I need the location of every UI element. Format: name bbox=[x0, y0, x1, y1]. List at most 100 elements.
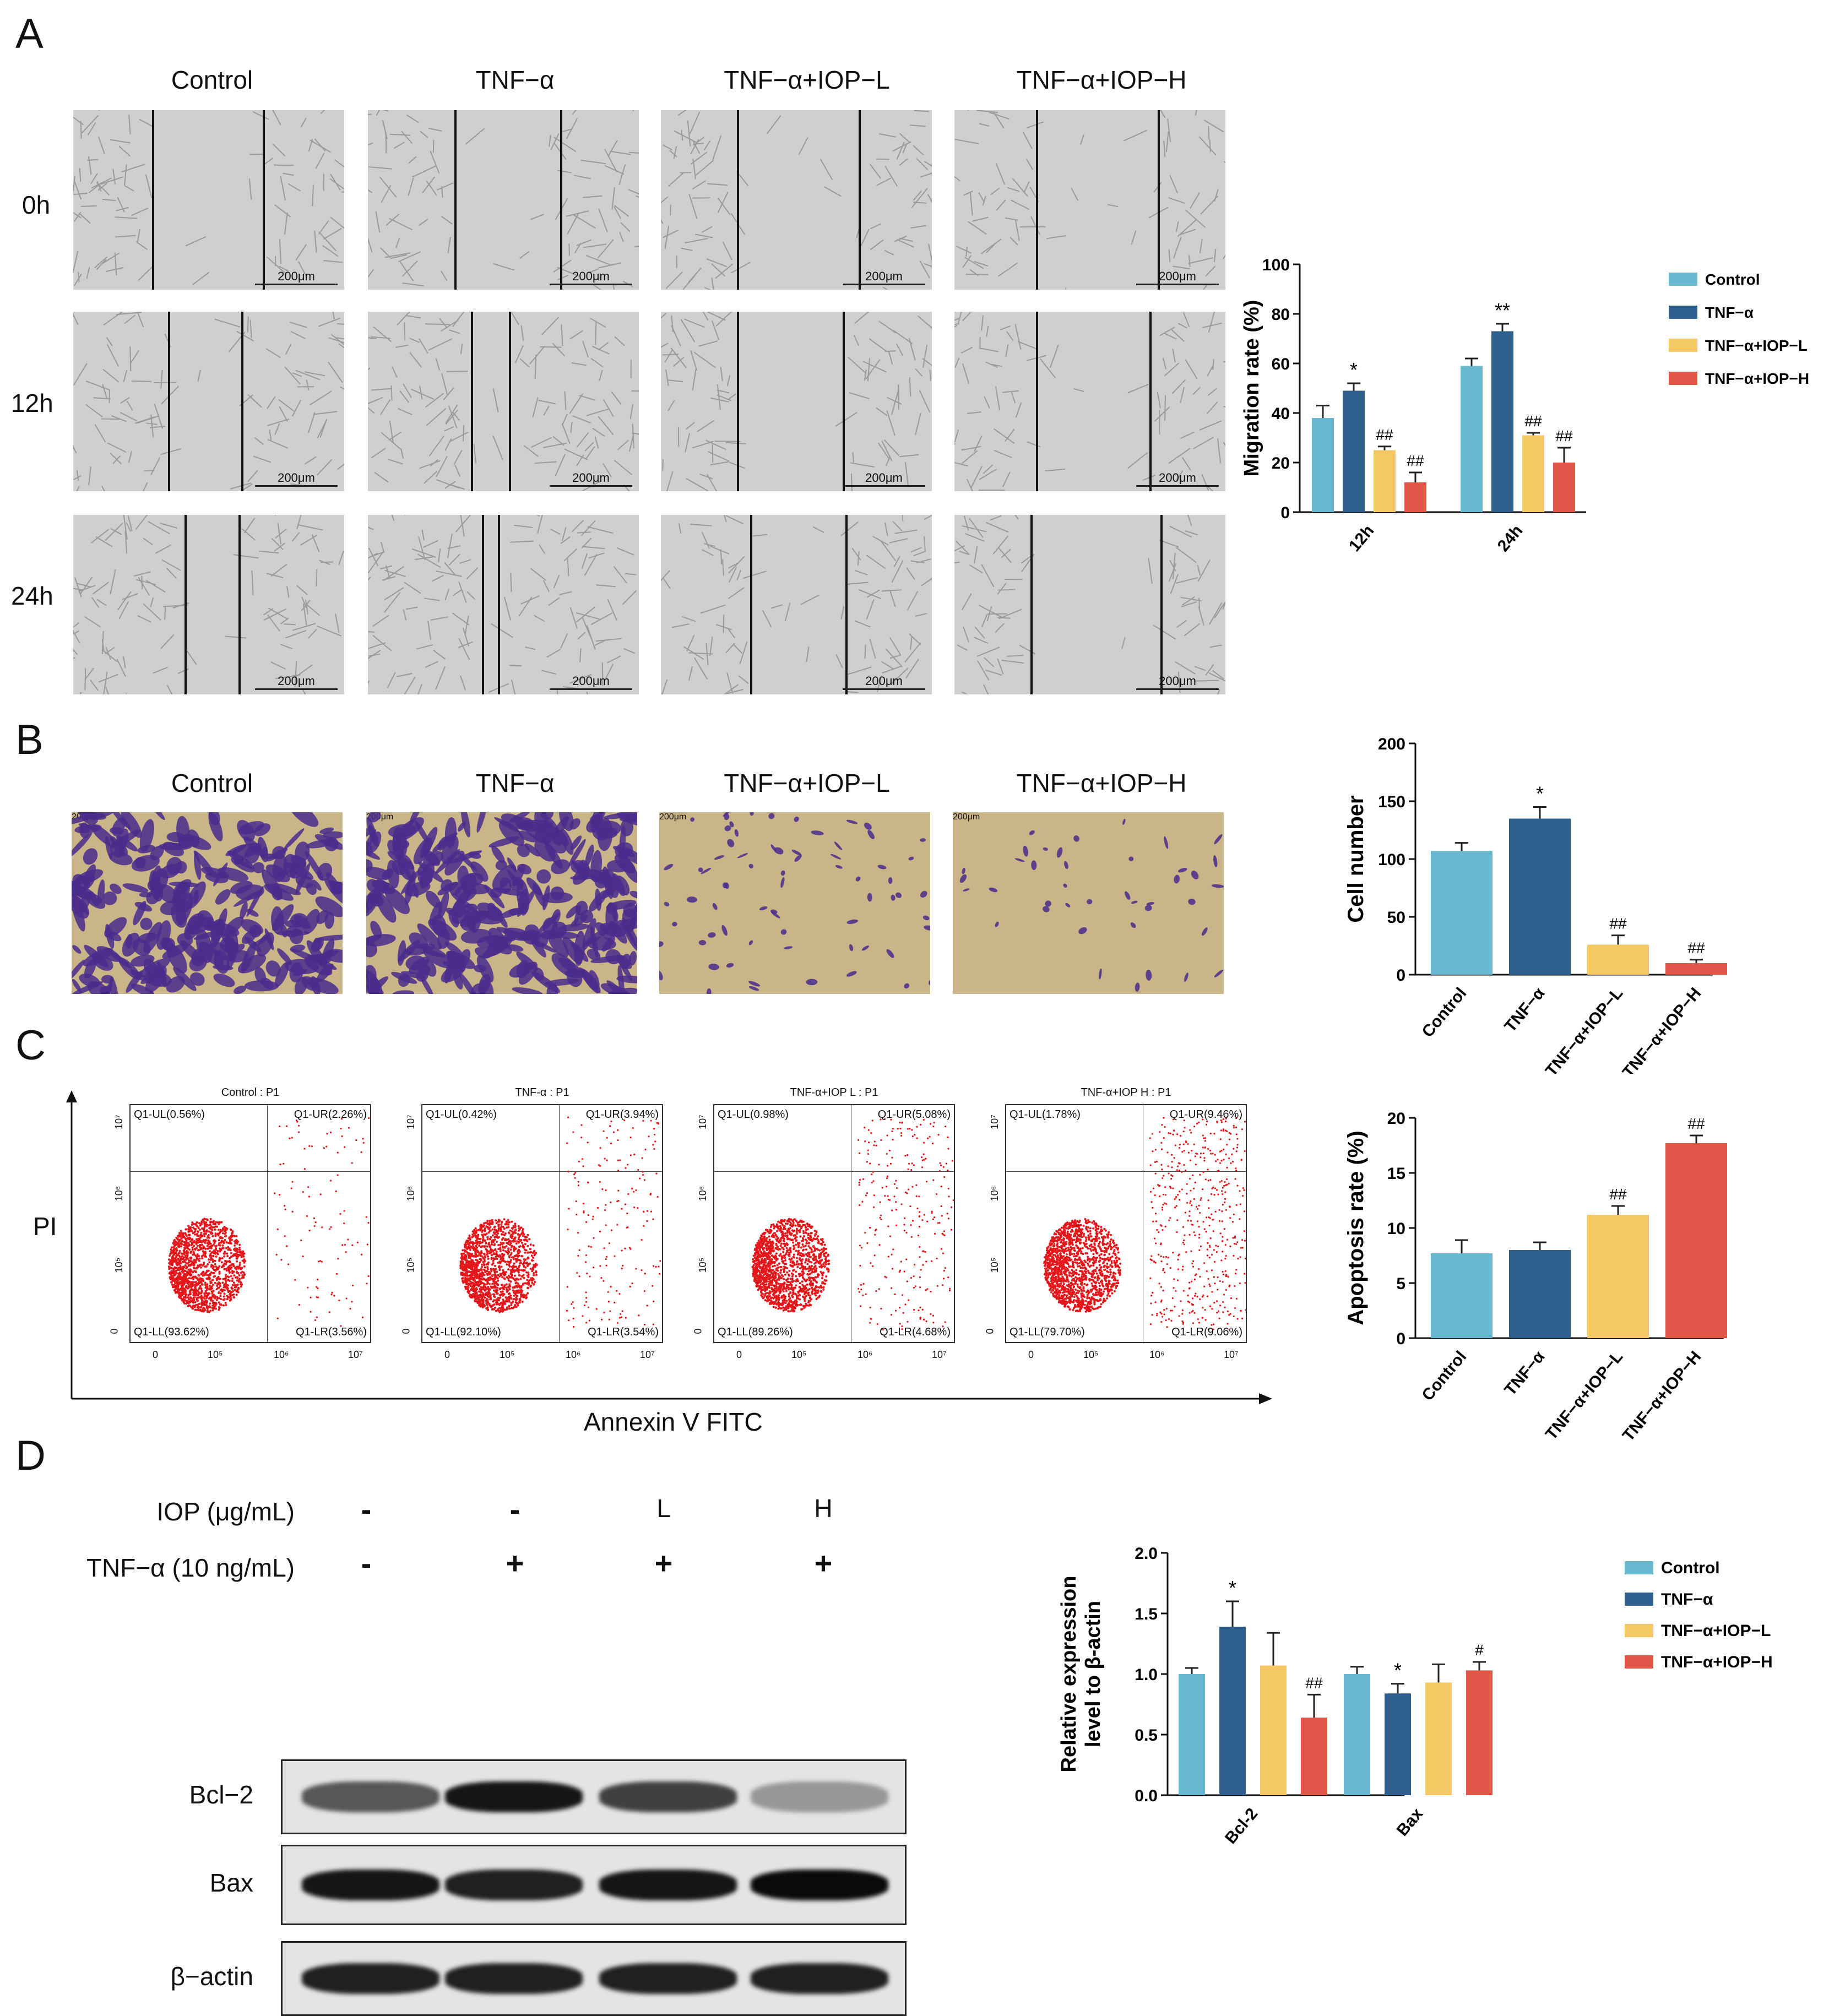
event-dot bbox=[321, 1226, 323, 1228]
cell-streak bbox=[87, 267, 90, 279]
cell-streak bbox=[1007, 655, 1023, 656]
event-dot bbox=[497, 1292, 499, 1295]
cell-streak bbox=[623, 591, 637, 605]
cell-streak bbox=[433, 140, 434, 153]
event-dot bbox=[306, 1215, 308, 1217]
stained-cell bbox=[846, 970, 857, 977]
cell-streak bbox=[85, 668, 94, 680]
cell-streak bbox=[1200, 239, 1202, 253]
cell-streak bbox=[897, 142, 904, 159]
event-dot bbox=[221, 1290, 224, 1292]
cell-streak bbox=[1204, 120, 1224, 132]
event-dot bbox=[513, 1249, 515, 1252]
cell-streak bbox=[663, 230, 679, 238]
cell-streak bbox=[132, 381, 151, 382]
cell-streak bbox=[977, 647, 1000, 656]
cell-streak bbox=[866, 360, 880, 379]
event-dot bbox=[209, 1280, 211, 1283]
event-dot bbox=[203, 1302, 205, 1305]
event-dot bbox=[498, 1224, 500, 1226]
cell-streak bbox=[427, 409, 446, 426]
event-dot bbox=[512, 1240, 514, 1242]
event-dot bbox=[208, 1261, 210, 1263]
event-dot bbox=[171, 1246, 173, 1248]
cell-streak bbox=[124, 370, 127, 382]
cell-streak bbox=[979, 193, 984, 203]
cell-streak bbox=[92, 597, 99, 607]
cell-streak bbox=[330, 217, 344, 230]
event-dot bbox=[237, 1291, 240, 1294]
event-dot bbox=[177, 1235, 179, 1237]
cell-streak bbox=[242, 529, 255, 540]
cell-streak bbox=[554, 137, 576, 151]
cell-streak bbox=[1016, 220, 1019, 241]
event-dot bbox=[497, 1232, 499, 1235]
event-dot bbox=[221, 1237, 224, 1239]
cell-streak bbox=[753, 535, 767, 536]
event-dot bbox=[329, 1311, 330, 1313]
event-dot bbox=[242, 1256, 245, 1258]
event-dot bbox=[469, 1249, 471, 1251]
event-dot bbox=[514, 1275, 516, 1277]
cell-streak bbox=[409, 156, 416, 163]
event-dot bbox=[490, 1286, 492, 1288]
bar bbox=[1374, 450, 1396, 513]
cell-streak bbox=[376, 110, 383, 116]
significance-mark: ## bbox=[1687, 939, 1705, 957]
cell-streak bbox=[409, 338, 419, 343]
event-dot bbox=[344, 1244, 346, 1246]
cell-streak bbox=[1224, 162, 1225, 171]
cell-streak bbox=[557, 171, 571, 173]
event-dot bbox=[501, 1284, 503, 1286]
y-tick-label: 0 bbox=[1396, 966, 1405, 985]
event-dot bbox=[518, 1225, 520, 1227]
event-dot bbox=[185, 1267, 187, 1269]
bar bbox=[1587, 944, 1649, 975]
event-dot bbox=[235, 1252, 237, 1254]
cell-streak bbox=[854, 335, 859, 346]
event-dot bbox=[218, 1223, 220, 1225]
cell-streak bbox=[572, 110, 584, 115]
event-dot bbox=[193, 1245, 195, 1247]
event-dot bbox=[527, 1257, 529, 1259]
cell-streak bbox=[424, 599, 440, 601]
event-dot bbox=[512, 1298, 514, 1300]
cell-streak bbox=[401, 449, 403, 459]
event-dot bbox=[503, 1260, 505, 1262]
cell-streak bbox=[974, 436, 981, 452]
event-dot bbox=[330, 1294, 332, 1295]
event-dot bbox=[502, 1246, 504, 1248]
event-dot bbox=[533, 1254, 535, 1256]
event-dot bbox=[169, 1260, 171, 1263]
stained-cell bbox=[780, 928, 788, 936]
y-axis-title: Cell number bbox=[1344, 795, 1368, 922]
event-dot bbox=[194, 1230, 197, 1232]
event-dot bbox=[209, 1250, 211, 1252]
stained-cell bbox=[151, 812, 166, 821]
cell-streak bbox=[666, 369, 669, 385]
stained-cell bbox=[211, 971, 237, 990]
stained-cell bbox=[958, 873, 968, 884]
event-dot bbox=[179, 1232, 181, 1235]
event-dot bbox=[501, 1221, 503, 1224]
cell-streak bbox=[535, 462, 557, 464]
cell-streak bbox=[568, 557, 569, 576]
cell-streak bbox=[989, 112, 1010, 119]
event-dot bbox=[177, 1267, 180, 1269]
cell-streak bbox=[122, 164, 145, 172]
event-dot bbox=[486, 1274, 489, 1276]
event-dot bbox=[485, 1242, 487, 1245]
event-dot bbox=[507, 1247, 509, 1249]
cell-streak bbox=[248, 395, 262, 407]
cell-streak bbox=[628, 189, 639, 196]
cell-streak bbox=[824, 187, 841, 196]
cell-streak bbox=[136, 515, 148, 529]
event-dot bbox=[492, 1260, 495, 1262]
cell-streak bbox=[1148, 558, 1152, 584]
event-dot bbox=[198, 1260, 200, 1262]
significance-mark: ** bbox=[1495, 299, 1510, 322]
cell-streak bbox=[167, 685, 172, 694]
event-dot bbox=[509, 1280, 512, 1283]
cell-streak bbox=[286, 631, 306, 638]
event-dot bbox=[199, 1277, 202, 1279]
